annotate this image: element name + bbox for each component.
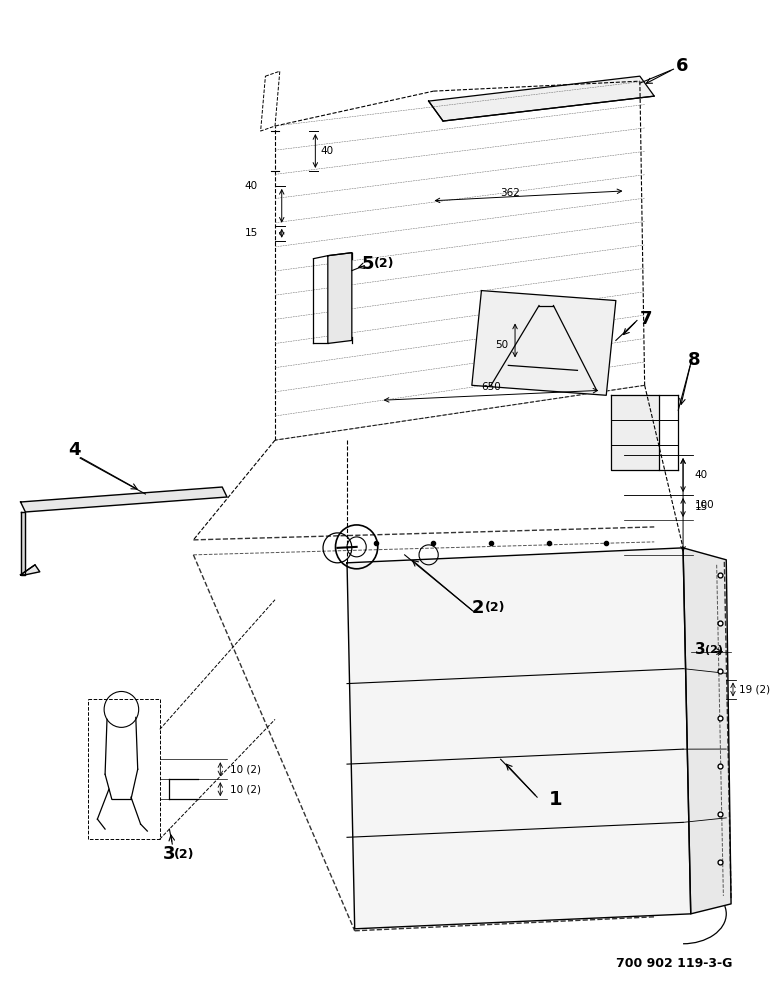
Text: 4: 4 (69, 441, 81, 459)
Text: 7: 7 (640, 310, 652, 328)
Text: 40: 40 (695, 470, 708, 480)
Text: 1: 1 (549, 790, 562, 809)
Text: 19 (2): 19 (2) (739, 684, 770, 694)
Text: 2: 2 (472, 599, 484, 617)
Text: 15: 15 (695, 502, 708, 512)
Text: 3: 3 (163, 845, 175, 863)
Polygon shape (21, 565, 40, 575)
Polygon shape (428, 76, 654, 121)
Text: 40: 40 (320, 146, 334, 156)
Polygon shape (21, 487, 227, 512)
Text: 50: 50 (495, 340, 508, 350)
Text: (2): (2) (486, 601, 506, 614)
Text: 40: 40 (245, 181, 258, 191)
Polygon shape (21, 512, 25, 575)
Text: 5: 5 (361, 255, 374, 273)
Text: (2): (2) (374, 257, 394, 270)
Text: (2): (2) (705, 645, 723, 655)
Polygon shape (328, 253, 352, 343)
Polygon shape (611, 395, 659, 470)
Text: 15: 15 (245, 228, 258, 238)
Text: 6: 6 (676, 57, 689, 75)
Text: (2): (2) (174, 848, 195, 861)
Polygon shape (683, 548, 731, 914)
Polygon shape (472, 291, 616, 395)
Text: 100: 100 (695, 500, 714, 510)
Text: 3: 3 (695, 642, 705, 657)
Text: 362: 362 (500, 188, 520, 198)
Polygon shape (347, 548, 691, 929)
Text: 10 (2): 10 (2) (230, 764, 261, 774)
Text: 650: 650 (481, 382, 501, 392)
Text: 700 902 119-3-G: 700 902 119-3-G (616, 957, 732, 970)
Text: 8: 8 (688, 351, 700, 369)
Text: 10 (2): 10 (2) (230, 784, 261, 794)
